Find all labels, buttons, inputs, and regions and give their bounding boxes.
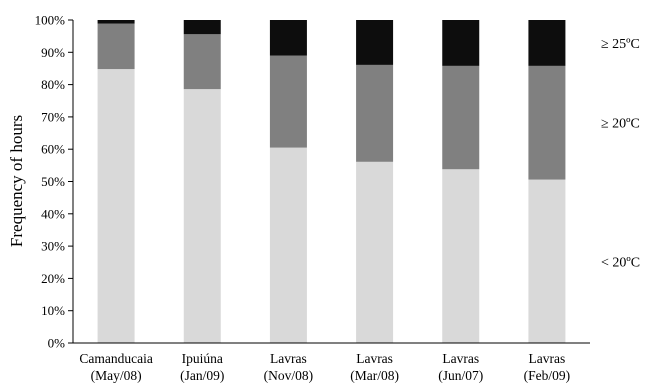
bar-segment (183, 34, 221, 90)
x-tick-label: (Jun/07) (438, 368, 483, 383)
x-tick-label: (Feb/09) (524, 368, 571, 383)
y-tick-label: 80% (41, 77, 65, 92)
bar-segment (356, 161, 394, 343)
x-tick-label: Camanducaia (79, 351, 152, 366)
y-axis-label: Frequency of hours (7, 115, 26, 247)
bar-segment (356, 20, 394, 65)
x-tick-label: Lavras (529, 351, 566, 366)
bars (97, 20, 566, 343)
x-tick-label: Ipuiúna (182, 351, 223, 366)
bar-segment (528, 179, 566, 343)
legend-label: ≥ 20ºC (601, 117, 640, 132)
x-tick-label: (Jan/09) (180, 368, 224, 383)
y-tick-label: 70% (41, 109, 65, 124)
y-tick-label: 40% (41, 206, 65, 221)
bar-segment (269, 147, 307, 343)
bar-segment (528, 65, 566, 180)
bar-segment (97, 20, 135, 24)
bar-segment (269, 55, 307, 148)
y-tick-label: 100% (35, 13, 66, 28)
bar-segment (356, 64, 394, 162)
y-axis: 0% 10% 20% 30% 40% 50% 60% 70% 80% 90% 100% (35, 13, 74, 351)
bar-segment (528, 20, 566, 66)
x-tick-label: Lavras (270, 351, 307, 366)
bar-segment (442, 169, 480, 343)
x-tick-label: (Mar/08) (350, 368, 399, 383)
legend-label: ≥ 25ºC (601, 37, 640, 52)
x-tick-label: Lavras (442, 351, 479, 366)
bar-segment (97, 23, 135, 70)
x-tick-label: (Nov/08) (264, 368, 314, 383)
y-tick-label: 90% (41, 45, 65, 60)
y-tick-label: 30% (41, 239, 65, 254)
x-tick-label: (May/08) (91, 368, 142, 383)
x-tick-label: Lavras (356, 351, 393, 366)
legend-label: < 20ºC (601, 255, 640, 270)
bar-segment (183, 20, 221, 35)
bar-segment (442, 65, 480, 170)
bar-segment (269, 20, 307, 56)
y-tick-label: 0% (48, 336, 66, 351)
y-tick-label: 50% (41, 174, 65, 189)
bar-segment (97, 69, 135, 343)
y-tick-label: 10% (41, 303, 65, 318)
bar-segment (442, 20, 480, 66)
x-axis: Camanducaia (May/08) Ipuiúna (Jan/09) Lavras… (73, 342, 590, 383)
legend: < 20ºC ≥ 20ºC ≥ 25ºC (601, 37, 640, 270)
y-tick-label: 60% (41, 142, 65, 157)
bar-segment (183, 89, 221, 343)
y-tick-label: 20% (41, 271, 65, 286)
